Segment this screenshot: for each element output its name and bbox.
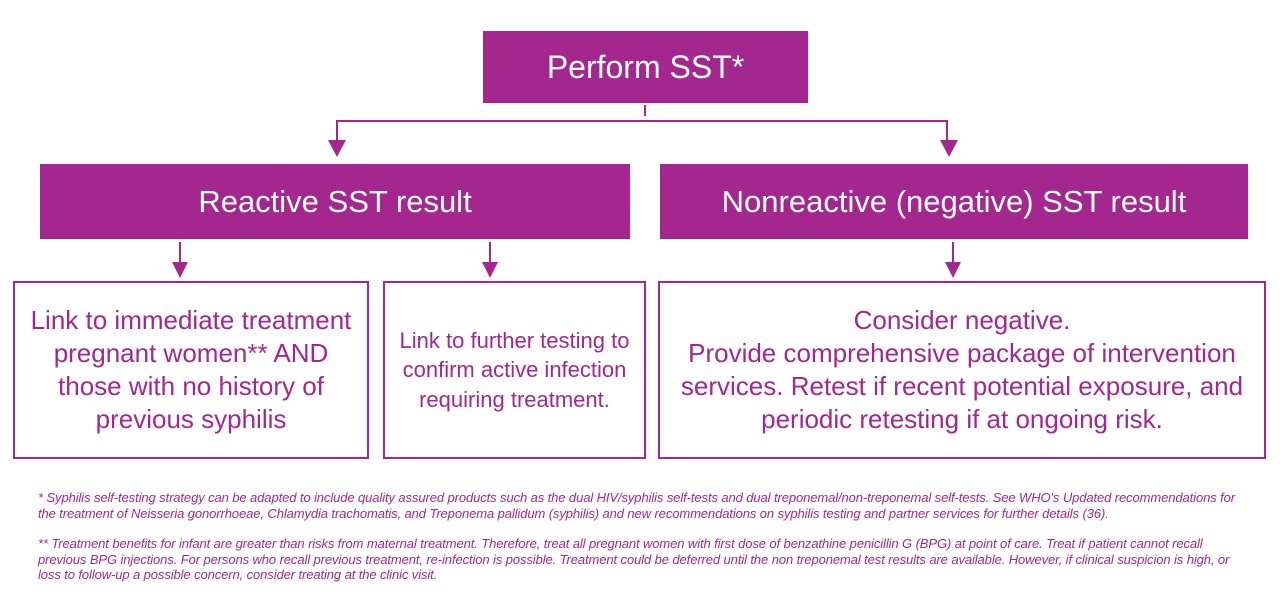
- node-link-further-testing-label: Link to further testing to confirm activ…: [399, 328, 630, 412]
- connector-nonreactive-to-negative: [952, 242, 954, 263]
- arrowhead-to-reactive: [328, 140, 346, 157]
- connector-root-branch: [336, 120, 948, 142]
- node-reactive-result: Reactive SST result: [40, 164, 630, 239]
- node-perform-sst-label: Perform SST*: [546, 48, 745, 85]
- arrowhead-to-nonreactive: [940, 140, 958, 157]
- node-nonreactive-result: Nonreactive (negative) SST result: [660, 164, 1248, 239]
- node-nonreactive-result-label: Nonreactive (negative) SST result: [721, 183, 1187, 219]
- connector-reactive-to-testing: [489, 242, 491, 263]
- node-consider-negative-line2: Provide comprehensive package of interve…: [680, 337, 1244, 435]
- node-link-further-testing: Link to further testing to confirm activ…: [383, 281, 646, 459]
- footnote-syphilis-self-testing: * Syphilis self-testing strategy can be …: [38, 490, 1235, 521]
- arrowhead-reactive-to-testing: [482, 262, 498, 278]
- node-perform-sst: Perform SST*: [483, 31, 808, 103]
- arrowhead-nonreactive-to-negative: [945, 262, 961, 278]
- arrowhead-reactive-to-treatment: [172, 262, 188, 278]
- node-consider-negative: Consider negative. Provide comprehensive…: [658, 281, 1266, 459]
- footnote-treatment-benefits: ** Treatment benefits for infant are gre…: [38, 536, 1230, 582]
- connector-reactive-to-treatment: [179, 242, 181, 263]
- connector-root-stub: [644, 105, 646, 116]
- node-consider-negative-label: Consider negative. Provide comprehensive…: [678, 304, 1246, 436]
- node-link-immediate-treatment: Link to immediate treatment pregnant wom…: [13, 281, 369, 459]
- node-reactive-result-label: Reactive SST result: [198, 183, 472, 219]
- node-link-immediate-treatment-label: Link to immediate treatment pregnant wom…: [30, 304, 352, 435]
- node-consider-negative-line1: Consider negative.: [853, 304, 1071, 335]
